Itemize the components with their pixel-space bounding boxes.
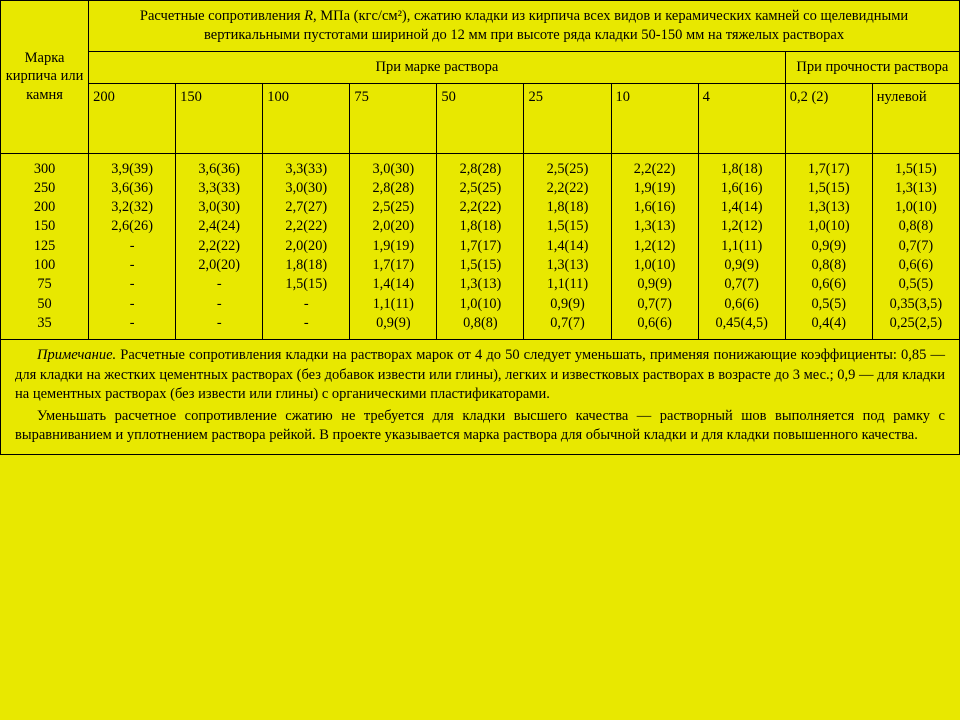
col-mortar-25: 25: [524, 83, 611, 153]
header-sub-strength: При прочности раствора: [785, 51, 959, 83]
header-main-title: Расчетные сопротивления R, МПа (кгс/см²)…: [89, 1, 960, 52]
col-mortar-200: 200: [89, 83, 176, 153]
resistance-table: Марка кирпича или камня Расчетные сопрот…: [0, 0, 960, 455]
note-cell: Примечание. Расчетные сопротивления клад…: [1, 340, 960, 455]
col-mortar-50: 50: [437, 83, 524, 153]
data-col-2: 3,3(33) 3,0(30) 2,7(27) 2,2(22) 2,0(20) …: [263, 153, 350, 340]
data-row: 300 250 200 150 125 100 75 50 35 3,9(39)…: [1, 153, 960, 340]
row-labels-cell: 300 250 200 150 125 100 75 50 35: [1, 153, 89, 340]
header-brick-grade: Марка кирпича или камня: [1, 1, 89, 154]
header-sub-mortar: При марке раствора: [89, 51, 786, 83]
col-strength-zero: нулевой: [872, 83, 959, 153]
note-p1: Примечание. Расчетные сопротивления клад…: [15, 346, 945, 405]
data-col-7: 1,8(18) 1,6(16) 1,4(14) 1,2(12) 1,1(11) …: [698, 153, 785, 340]
data-col-3: 3,0(30) 2,8(28) 2,5(25) 2,0(20) 1,9(19) …: [350, 153, 437, 340]
note-p2: Уменьшать расчетное сопротивление сжатию…: [15, 407, 945, 446]
data-col-6: 2,2(22) 1,9(19) 1,6(16) 1,3(13) 1,2(12) …: [611, 153, 698, 340]
data-col-5: 2,5(25) 2,2(22) 1,8(18) 1,5(15) 1,4(14) …: [524, 153, 611, 340]
data-col-8: 1,7(17) 1,5(15) 1,3(13) 1,0(10) 0,9(9) 0…: [785, 153, 872, 340]
col-mortar-10: 10: [611, 83, 698, 153]
col-strength-02: 0,2 (2): [785, 83, 872, 153]
data-col-4: 2,8(28) 2,5(25) 2,2(22) 1,8(18) 1,7(17) …: [437, 153, 524, 340]
col-mortar-100: 100: [263, 83, 350, 153]
data-col-0: 3,9(39) 3,6(36) 3,2(32) 2,6(26) - - - - …: [89, 153, 176, 340]
col-mortar-150: 150: [176, 83, 263, 153]
col-mortar-4: 4: [698, 83, 785, 153]
col-mortar-75: 75: [350, 83, 437, 153]
data-col-9: 1,5(15) 1,3(13) 1,0(10) 0,8(8) 0,7(7) 0,…: [872, 153, 959, 340]
data-col-1: 3,6(36) 3,3(33) 3,0(30) 2,4(24) 2,2(22) …: [176, 153, 263, 340]
